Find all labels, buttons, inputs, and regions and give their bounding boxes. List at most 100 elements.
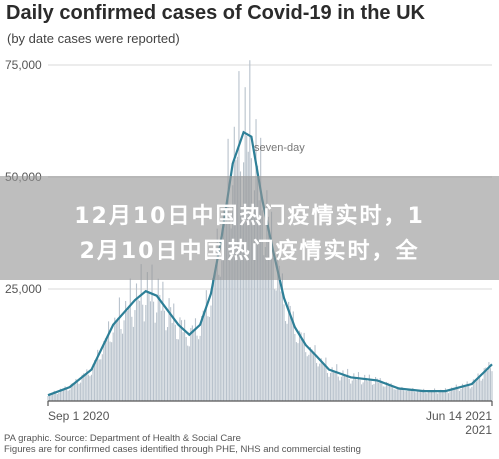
daily-bar (384, 386, 386, 401)
daily-bar (204, 309, 206, 401)
daily-bar (354, 377, 356, 401)
daily-bar (343, 375, 346, 401)
daily-bar (474, 379, 476, 401)
chart-subtitle: (by date cases were reported) (7, 31, 180, 46)
y-tick-label: 25,000 (5, 282, 42, 296)
daily-bar (216, 228, 218, 401)
daily-bar (353, 373, 355, 401)
daily-bar (179, 317, 181, 401)
daily-bar (190, 328, 192, 401)
daily-bar (311, 349, 313, 401)
source-note: PA graphic. Source: Department of Health… (4, 433, 361, 455)
daily-bar (469, 388, 471, 401)
daily-bar (373, 383, 375, 401)
daily-bar (230, 228, 232, 401)
daily-bar (288, 301, 290, 401)
daily-bar (298, 330, 301, 401)
daily-bar (177, 339, 179, 401)
daily-bar (325, 357, 327, 401)
daily-bar (482, 378, 484, 401)
daily-bar (424, 392, 426, 401)
daily-bar (148, 291, 150, 401)
daily-bar (149, 301, 152, 401)
daily-bar (92, 364, 94, 401)
daily-bar (76, 382, 79, 401)
daily-bar (112, 332, 114, 401)
daily-bar (458, 390, 460, 401)
daily-bar (252, 213, 254, 401)
daily-bar (213, 274, 215, 401)
daily-bar (357, 372, 360, 401)
daily-bar (295, 342, 297, 401)
daily-bar (73, 384, 75, 401)
daily-bar (128, 307, 130, 401)
daily-bar (416, 391, 419, 401)
daily-bar (72, 383, 74, 401)
daily-bar (486, 370, 488, 401)
seven-day-average-line (47, 130, 493, 397)
daily-bar (278, 265, 280, 401)
daily-bar (135, 283, 138, 401)
daily-bar (434, 388, 436, 401)
daily-bar (392, 387, 394, 401)
daily-bar (345, 376, 347, 401)
daily-bar (173, 303, 175, 401)
daily-bar (340, 376, 342, 401)
daily-bar (466, 381, 468, 401)
daily-bar (56, 394, 58, 401)
daily-bar (198, 339, 200, 401)
daily-bar (412, 387, 414, 401)
daily-bar (109, 341, 111, 401)
daily-bar (118, 297, 120, 401)
daily-bar (218, 274, 220, 401)
daily-bar (316, 362, 318, 401)
daily-bar (241, 206, 243, 401)
daily-bar (145, 305, 147, 401)
daily-bar (460, 389, 462, 401)
daily-bar (289, 305, 291, 401)
daily-bar (98, 359, 100, 401)
daily-bar (139, 300, 141, 401)
daily-bar (452, 389, 454, 401)
chart-title: Daily confirmed cases of Covid-19 in the… (6, 2, 425, 24)
daily-bar (258, 200, 260, 401)
daily-bar (457, 388, 459, 401)
daily-bar (451, 387, 453, 401)
daily-bar (454, 389, 456, 401)
daily-bar (319, 363, 321, 401)
daily-bar (123, 320, 125, 401)
daily-bar (367, 381, 369, 401)
daily-bar (286, 323, 288, 401)
daily-bar (120, 329, 122, 401)
daily-bar (356, 379, 358, 401)
daily-bar (176, 338, 178, 401)
daily-bar (359, 379, 361, 401)
daily-bar (185, 336, 187, 401)
daily-bar (59, 388, 61, 401)
daily-bar (320, 358, 322, 401)
daily-bar (103, 341, 105, 401)
daily-bar (153, 301, 155, 401)
daily-bar (101, 354, 103, 401)
daily-bar (406, 390, 408, 401)
daily-bar (225, 202, 228, 401)
daily-bar (66, 388, 68, 401)
daily-bar (479, 377, 481, 401)
daily-bar (432, 391, 434, 401)
daily-bar (83, 373, 85, 401)
daily-bar (90, 374, 93, 401)
daily-bar (441, 391, 443, 401)
daily-bar (300, 332, 302, 401)
daily-bar (302, 339, 304, 401)
daily-bar (70, 383, 72, 401)
daily-bar (55, 392, 57, 401)
daily-bar (362, 382, 364, 401)
daily-bar (174, 324, 176, 401)
daily-bar (361, 384, 363, 401)
source-line-2: Figures are for confirmed cases identifi… (4, 444, 361, 455)
daily-bar (292, 311, 294, 401)
daily-bar (131, 316, 133, 401)
banner-line-1: 12月10日中国热门疫情实时，1 (74, 204, 425, 229)
daily-bar (80, 382, 82, 401)
daily-bar (89, 376, 91, 401)
